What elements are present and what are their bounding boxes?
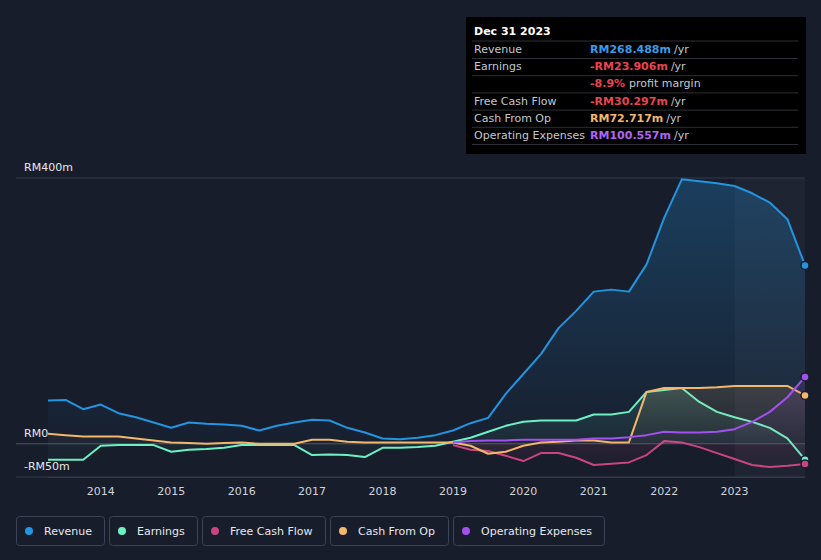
end-dot (801, 373, 809, 381)
tooltip-unit: /yr (674, 129, 689, 142)
tooltip-margin-value: -8.9% (590, 77, 625, 90)
tooltip-value: -RM30.297m (590, 95, 668, 108)
x-tick-label: 2021 (580, 485, 608, 498)
legend-label: Operating Expenses (481, 525, 592, 538)
x-tick-label: 2020 (509, 485, 537, 498)
legend-box (331, 517, 449, 546)
x-axis-line (48, 477, 805, 478)
legend-swatch (211, 527, 219, 535)
y-tick-label: RM400m (24, 161, 73, 174)
tooltip-divider (472, 75, 798, 76)
legend-box (203, 517, 326, 546)
tooltip-date: Dec 31 2023 (474, 25, 551, 38)
legend-label: Cash From Op (358, 525, 435, 538)
legend-label: Earnings (137, 525, 185, 538)
end-dot (801, 391, 809, 399)
legend-swatch (118, 527, 126, 535)
y-tick-label: RM0 (24, 427, 48, 440)
tooltip-unit: /yr (666, 112, 681, 125)
tooltip-value: RM72.717m (590, 112, 663, 125)
tooltip-unit: /yr (674, 43, 689, 56)
legend-box (454, 517, 605, 546)
legend-swatch (339, 527, 347, 535)
x-tick-label: 2016 (228, 485, 256, 498)
x-tick-label: 2018 (368, 485, 396, 498)
legend-swatch (462, 527, 470, 535)
tooltip-unit: /yr (671, 95, 686, 108)
legend-label: Free Cash Flow (230, 525, 313, 538)
legend-item: Revenue (17, 517, 105, 546)
legend-item: Operating Expenses (454, 517, 605, 546)
tooltip-value: RM268.488m (590, 43, 671, 56)
legend-box (17, 517, 105, 546)
legend-item: Free Cash Flow (203, 517, 326, 546)
tooltip-box (466, 17, 806, 154)
tooltip-margin-label: profit margin (629, 77, 701, 90)
legend-item: Earnings (110, 517, 198, 546)
tooltip-unit: /yr (671, 60, 686, 73)
area-fill (453, 377, 805, 444)
tooltip-label: Operating Expenses (474, 129, 585, 142)
tooltip-divider (472, 110, 798, 111)
series-line (453, 377, 805, 442)
x-tick-label: 2015 (157, 485, 185, 498)
tooltip-divider (472, 41, 798, 42)
tooltip-label: Earnings (474, 60, 522, 73)
tooltip-label: Free Cash Flow (474, 95, 557, 108)
plot-area (48, 179, 805, 467)
legend-box (110, 517, 198, 546)
end-dot (801, 460, 809, 468)
legend-label: Revenue (44, 525, 92, 538)
tooltip-divider (472, 92, 798, 93)
grid-line (16, 178, 805, 179)
background (0, 0, 821, 560)
end-dot (801, 261, 809, 269)
x-tick-label: 2014 (87, 485, 115, 498)
tooltip-label: Cash From Op (474, 112, 551, 125)
tooltip-divider (472, 144, 798, 145)
tooltip-divider (472, 127, 798, 128)
legend-swatch (25, 527, 33, 535)
x-tick-label: 2017 (298, 485, 326, 498)
grid-line (16, 477, 805, 478)
x-tick-label: 2022 (650, 485, 678, 498)
chart: -RM50m RM0 RM400m 2014 2015 2016 2017 2018 2019 2… (0, 0, 821, 560)
y-tick-label: -RM50m (24, 460, 70, 473)
tooltip-value: RM100.557m (590, 129, 671, 142)
x-tick-label: 2023 (721, 485, 749, 498)
tooltip-label: Revenue (474, 43, 522, 56)
tooltip-divider (472, 58, 798, 59)
tooltip-value: -RM23.906m (590, 60, 668, 73)
legend-item: Cash From Op (331, 517, 449, 546)
x-tick-label: 2019 (439, 485, 467, 498)
